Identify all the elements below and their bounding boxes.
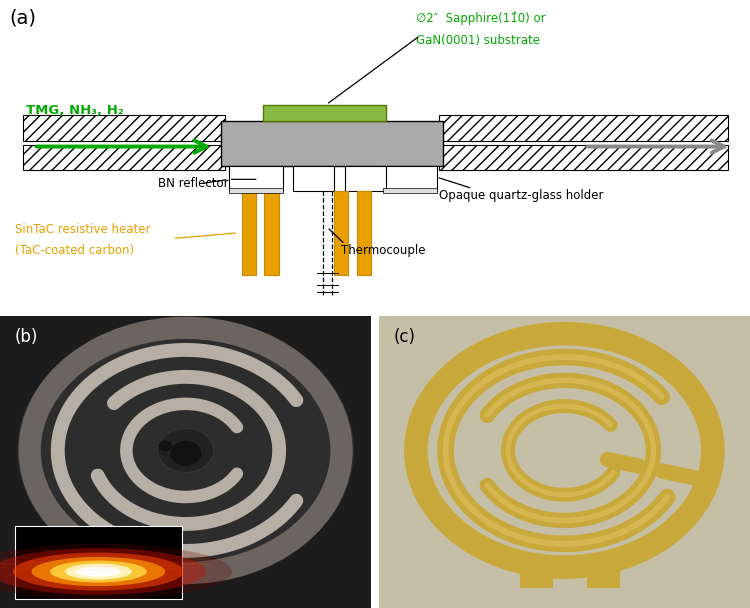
Bar xyxy=(292,165,334,191)
Ellipse shape xyxy=(0,544,232,599)
Circle shape xyxy=(158,441,172,451)
Circle shape xyxy=(17,318,354,583)
Bar xyxy=(22,115,225,141)
Bar xyxy=(357,191,370,275)
Text: Thermocouple: Thermocouple xyxy=(341,244,426,257)
Bar xyxy=(520,558,554,588)
Ellipse shape xyxy=(0,548,206,595)
Circle shape xyxy=(158,429,214,472)
Bar xyxy=(229,165,283,191)
Bar xyxy=(15,527,182,599)
Circle shape xyxy=(532,425,597,476)
Bar xyxy=(221,121,442,165)
Bar xyxy=(439,115,728,141)
Bar xyxy=(182,455,190,466)
Ellipse shape xyxy=(13,553,184,590)
Text: TMG, NH₃, H₂: TMG, NH₃, H₂ xyxy=(26,104,124,117)
Bar xyxy=(382,165,436,191)
Bar xyxy=(22,145,225,170)
Bar xyxy=(262,105,386,121)
Text: BN reflector: BN reflector xyxy=(158,178,228,190)
Bar xyxy=(242,191,256,275)
Bar xyxy=(586,558,620,588)
Text: (a): (a) xyxy=(9,9,36,27)
Bar xyxy=(345,165,386,191)
Bar xyxy=(334,191,348,275)
Text: (c): (c) xyxy=(394,328,416,346)
Text: (b): (b) xyxy=(15,328,38,346)
Text: ∅2″  Sapphire(11̂0) or: ∅2″ Sapphire(11̂0) or xyxy=(416,12,546,25)
Text: SinTaC resistive heater: SinTaC resistive heater xyxy=(15,223,151,237)
Bar xyxy=(439,145,728,170)
Ellipse shape xyxy=(76,567,121,576)
Bar xyxy=(264,191,279,275)
Ellipse shape xyxy=(50,561,147,582)
Bar xyxy=(229,188,283,193)
Bar xyxy=(382,188,436,193)
Ellipse shape xyxy=(65,564,132,579)
Text: GaN(0001) substrate: GaN(0001) substrate xyxy=(416,35,540,47)
Circle shape xyxy=(170,441,201,466)
Text: (TaC-coated carbon): (TaC-coated carbon) xyxy=(15,244,134,257)
Text: Opaque quartz-glass holder: Opaque quartz-glass holder xyxy=(439,189,603,202)
Ellipse shape xyxy=(32,557,165,586)
